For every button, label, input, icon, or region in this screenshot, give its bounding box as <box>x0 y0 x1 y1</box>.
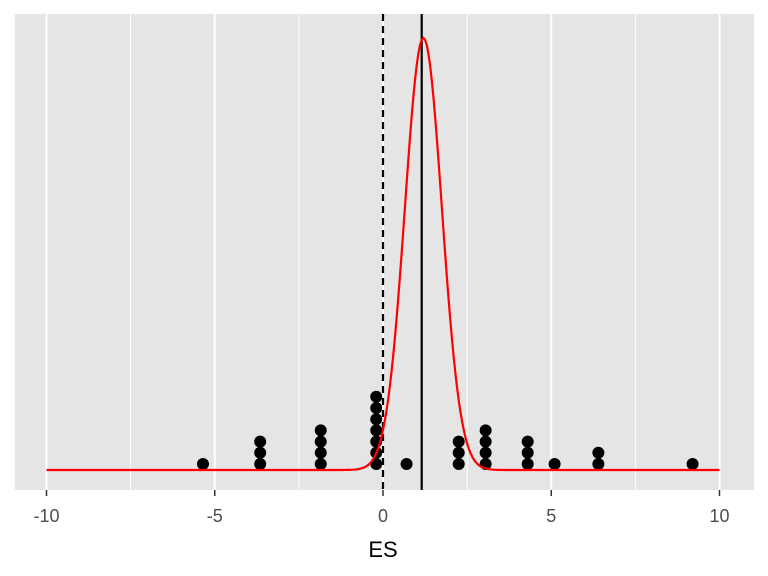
data-point <box>370 402 383 414</box>
density-curve <box>46 36 720 472</box>
plot-panel <box>15 14 754 490</box>
data-point <box>521 458 534 470</box>
data-point <box>452 458 465 470</box>
data-point <box>400 458 413 470</box>
data-point <box>479 435 492 448</box>
data-point <box>254 446 267 459</box>
data-point <box>370 458 383 470</box>
reference-lines <box>381 14 423 490</box>
x-tick-label: -10 <box>33 506 59 526</box>
x-axis-title: ES <box>368 537 397 562</box>
data-point <box>370 413 383 426</box>
minor-gridlines <box>130 14 636 490</box>
data-point <box>314 435 327 448</box>
data-point <box>314 458 327 470</box>
data-point <box>479 424 492 437</box>
data-point <box>254 435 267 448</box>
dot-series <box>196 390 699 470</box>
data-point <box>254 458 267 470</box>
data-point <box>314 424 327 437</box>
x-tick-label: 10 <box>709 506 729 526</box>
x-tick-label: 5 <box>546 506 556 526</box>
data-point <box>521 446 534 459</box>
data-point <box>314 446 327 459</box>
data-point <box>370 424 383 437</box>
data-point <box>548 458 561 470</box>
data-point <box>196 458 209 470</box>
x-tick-label: -5 <box>207 506 223 526</box>
data-point <box>452 446 465 459</box>
data-point <box>521 435 534 448</box>
x-axis-ticks: -10 -5 0 5 10 <box>33 490 730 526</box>
x-tick-label: 0 <box>378 506 388 526</box>
data-point <box>452 435 465 448</box>
data-point <box>479 446 492 459</box>
data-point <box>592 458 605 470</box>
data-point <box>592 446 605 459</box>
data-point <box>370 390 383 403</box>
data-point <box>686 458 699 470</box>
